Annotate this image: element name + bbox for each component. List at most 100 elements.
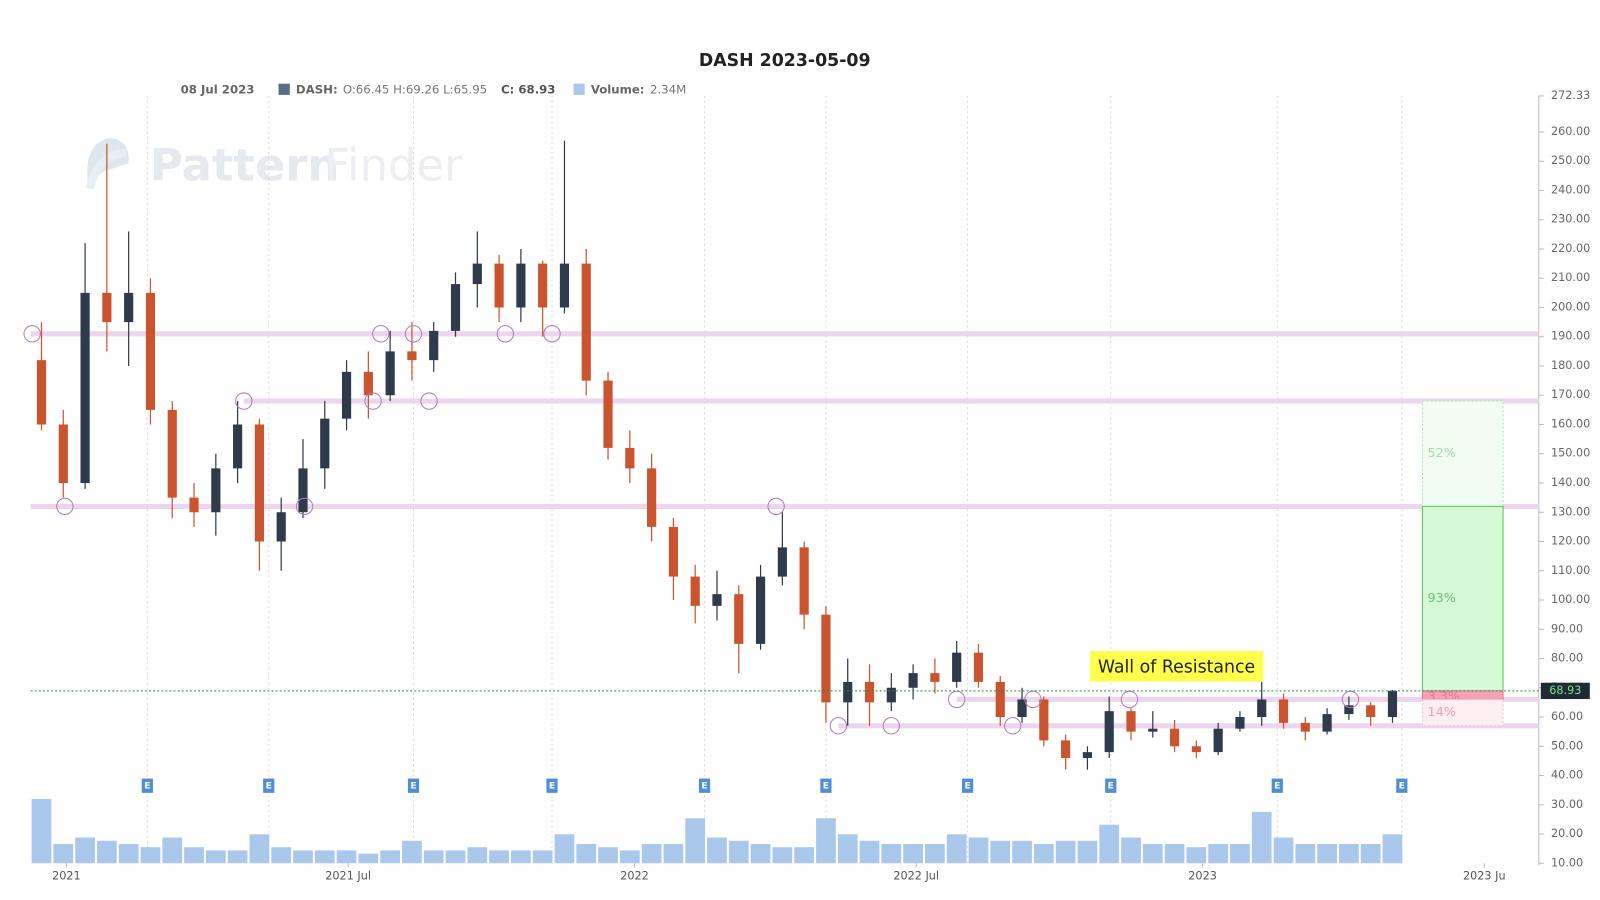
y-tick-label: 180.00: [1551, 359, 1590, 372]
volume-bar: [118, 843, 139, 864]
y-tick-label: 170.00: [1551, 388, 1590, 401]
x-tick-label: 2022 Jul: [893, 870, 939, 883]
volume-bar: [31, 798, 52, 864]
volume-bar: [598, 847, 618, 864]
y-tick-label: 260.00: [1551, 125, 1590, 138]
candle-body: [407, 351, 417, 361]
candle-body: [385, 351, 395, 396]
earnings-label: E: [1399, 781, 1405, 792]
volume-bar: [1273, 837, 1294, 864]
candle-body: [712, 594, 722, 606]
y-tick-label: 250.00: [1551, 154, 1590, 167]
volume-bar: [1055, 840, 1076, 864]
candle-body: [80, 292, 90, 483]
volume-bar: [1360, 843, 1381, 864]
touch-circle: [364, 392, 382, 410]
volume-bar: [903, 843, 923, 864]
annotation-text: Wall of Resistance: [1098, 657, 1255, 677]
x-tick-label: 2021: [52, 870, 81, 883]
legend-symbol: DASH:: [296, 82, 338, 96]
y-tick-label: 120.00: [1551, 535, 1590, 548]
earnings-label: E: [266, 781, 272, 792]
candle-body: [1061, 740, 1071, 758]
touch-circle: [767, 497, 785, 516]
volume-bar: [1317, 843, 1337, 864]
y-tick-label: 220.00: [1551, 242, 1590, 255]
candle-body: [341, 371, 352, 419]
candle-body: [952, 652, 962, 682]
legend-close: C: 68.93: [501, 82, 555, 96]
earnings-label: E: [964, 781, 970, 792]
earnings-label: E: [549, 781, 555, 792]
volume-bar: [53, 843, 74, 864]
y-tick-label: 230.00: [1551, 213, 1590, 226]
watermark: Pattern Finder: [85, 137, 463, 191]
candle-body: [821, 614, 831, 703]
candle-body: [1213, 728, 1223, 753]
candle-body: [1104, 711, 1114, 753]
touch-circle: [496, 325, 514, 343]
touch-circle: [235, 392, 253, 410]
volume-bar: [816, 818, 836, 864]
legend-date: 08 Jul 2023: [181, 82, 255, 96]
volume-bar: [532, 850, 553, 864]
volume-bar: [881, 843, 902, 864]
candle-body: [1235, 717, 1245, 729]
volume-bar: [336, 850, 357, 864]
candle-body: [254, 424, 264, 542]
candle-body: [886, 687, 896, 703]
volume-bar: [380, 850, 401, 864]
candle-body: [1300, 722, 1310, 732]
candle-body: [145, 292, 156, 410]
touch-circle: [23, 325, 41, 343]
y-tick-label: 40.00: [1551, 769, 1583, 782]
candle-body: [167, 409, 177, 498]
candle-body: [189, 497, 199, 513]
legend-volume: 2.34M: [650, 82, 686, 96]
candle-body: [363, 371, 373, 396]
earnings-marker: [1105, 778, 1117, 793]
watermark-text: Pattern: [150, 138, 339, 191]
volume-bar: [1142, 843, 1163, 864]
volume-bar: [1121, 837, 1141, 864]
candle-body: [1039, 699, 1049, 741]
volume-bar: [1164, 843, 1185, 864]
candle-body: [777, 547, 787, 577]
candle-body: [1191, 746, 1201, 753]
candle-body: [843, 681, 853, 703]
y-tick-label: 110.00: [1551, 564, 1590, 577]
candle-body: [1257, 699, 1267, 718]
candle-body: [516, 263, 526, 308]
legend-ohlc: O:66.45 H:69.26 L:65.95: [343, 82, 487, 96]
candle-body: [1169, 728, 1180, 747]
volume-bar: [358, 853, 379, 864]
candle-body: [647, 468, 657, 527]
candle-body: [124, 292, 134, 323]
volume-bar: [619, 850, 640, 864]
legend-volume-label: Volume:: [591, 82, 645, 96]
volume-bar: [946, 834, 967, 864]
candle-body: [690, 576, 700, 606]
candle-body: [102, 292, 112, 323]
earnings-marker: [546, 778, 558, 793]
zone-label: 52%: [1428, 446, 1456, 461]
volume-bar: [554, 834, 575, 864]
candle-body: [603, 380, 613, 448]
volume-bar: [837, 834, 858, 864]
watermark-text: Finder: [324, 138, 463, 191]
touch-circle: [882, 717, 900, 735]
candle-body: [1278, 699, 1289, 723]
volume-bar: [1012, 840, 1032, 864]
volume-bar: [1382, 834, 1403, 864]
touch-circle: [295, 497, 314, 516]
volume-bar: [467, 847, 488, 864]
watermark-icon: [85, 148, 127, 190]
volume-bar: [750, 843, 771, 864]
y-tick-label: 10.00: [1551, 856, 1583, 869]
candle-body: [1082, 752, 1093, 758]
earnings-label: E: [410, 781, 416, 792]
volume-bar: [1077, 840, 1098, 864]
candle-body: [298, 468, 308, 513]
volume-bar: [1251, 811, 1272, 864]
legend: 08 Jul 2023 DASH: O:66.45 H:69.26 L:65.9…: [181, 82, 687, 96]
